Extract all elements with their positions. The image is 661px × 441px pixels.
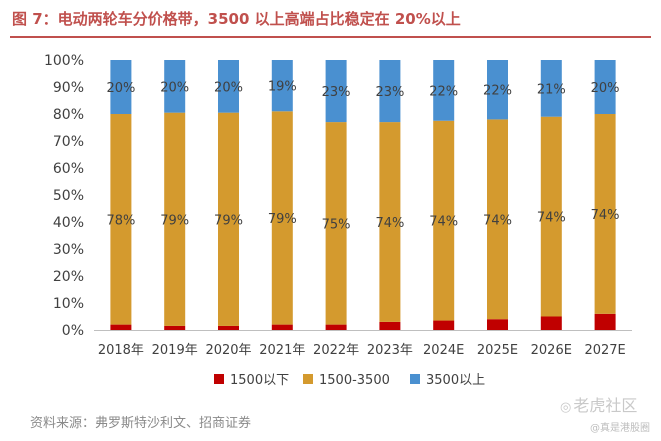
title-divider [10, 36, 651, 38]
x-tick-label: 2024E [423, 343, 464, 358]
data-label: 74% [591, 208, 620, 223]
bar-segment [110, 60, 132, 114]
bar-segment [218, 60, 239, 113]
bar-segment [540, 60, 562, 117]
x-tick-label: 2020年 [205, 343, 251, 358]
bar-segment [379, 321, 401, 330]
bar-segment [379, 122, 401, 322]
legend-swatch [410, 374, 420, 384]
y-axis: 0% 10% 20% 30% 40% 50% 60% 70% 80% 90% 100% [44, 53, 84, 339]
y-tick-label: 10% [53, 296, 84, 312]
bar-segment [325, 122, 347, 325]
data-label: 74% [375, 216, 404, 231]
bar-segment [271, 111, 293, 325]
bar-segment [433, 60, 455, 121]
legend-label: 1500-3500 [319, 373, 390, 388]
legend-label: 1500以下 [230, 373, 289, 388]
data-label: 74% [483, 213, 512, 228]
data-label: 74% [429, 215, 458, 230]
data-label: 23% [375, 85, 404, 100]
data-label: 22% [429, 84, 458, 99]
bar-segment [110, 114, 132, 325]
y-tick-label: 60% [53, 161, 84, 177]
bar-segment [325, 60, 347, 123]
bar-segment [218, 325, 239, 330]
x-tick-label: 2021年 [259, 343, 305, 358]
data-label: 20% [106, 81, 135, 96]
legend: 1500以下 1500-3500 3500以上 [214, 373, 485, 388]
x-axis: 2018年 2019年 2020年 2021年 2022年 2023年 2024E 2025E… [94, 330, 632, 358]
data-label: 19% [268, 80, 297, 95]
data-label: 79% [160, 213, 189, 228]
y-tick-label: 100% [44, 53, 84, 69]
bar-segment [433, 320, 455, 330]
bar-segment [487, 119, 508, 320]
x-tick-label: 2019年 [152, 343, 198, 358]
tiger-icon: ◎ [560, 400, 572, 415]
data-label: 23% [322, 85, 351, 100]
bar-segment [271, 60, 293, 112]
y-tick-label: 40% [53, 215, 84, 231]
bar-segment [594, 60, 616, 114]
x-tick-label: 2027E [584, 343, 625, 358]
bar-segment [164, 112, 186, 326]
data-label: 20% [214, 80, 243, 95]
bar-segment [540, 116, 562, 317]
data-label: 74% [537, 211, 566, 226]
bar-segment [218, 112, 239, 326]
bar-segment [540, 316, 562, 330]
bar-segment [594, 114, 616, 314]
x-tick-label: 2022年 [313, 343, 359, 358]
legend-swatch [303, 374, 313, 384]
y-tick-label: 30% [53, 242, 84, 258]
chart-title: 图 7：电动两轮车分价格带，3500 以上高端占比稳定在 20%以上 [12, 10, 461, 28]
watermark: ◎ 老虎社区 [560, 392, 637, 416]
x-tick-label: 2026E [531, 343, 572, 358]
x-tick-label: 2018年 [98, 343, 144, 358]
bar-segment [487, 60, 508, 120]
y-tick-label: 20% [53, 269, 84, 285]
watermark-main-text: 老虎社区 [573, 396, 638, 415]
data-label: 20% [591, 81, 620, 96]
watermark-sub: @真是港股圈 [590, 423, 650, 434]
bar-segment [594, 313, 616, 330]
legend-swatch [214, 374, 224, 384]
data-label: 21% [537, 82, 566, 97]
data-label: 78% [106, 213, 135, 228]
bar-segment [433, 120, 455, 321]
bar-series [110, 60, 616, 330]
y-tick-label: 90% [53, 80, 84, 96]
x-tick-label: 2025E [477, 343, 518, 358]
source-note: 资料来源：弗罗斯特沙利文、招商证券 [30, 416, 252, 431]
y-tick-label: 50% [53, 188, 84, 204]
bar-segment [379, 60, 401, 123]
x-tick-label: 2023年 [367, 343, 413, 358]
bar-segment [110, 324, 132, 330]
bar-segment [164, 60, 186, 113]
bar-segment [164, 325, 186, 330]
y-tick-label: 70% [53, 134, 84, 150]
data-label: 20% [160, 80, 189, 95]
legend-label: 3500以上 [426, 373, 485, 388]
bar-segment [487, 319, 508, 330]
data-labels: 78% 20% 79% 20% 79% 20% 79% 19% 75% 23% 74% 23% 74% 2… [106, 80, 619, 233]
data-label: 22% [483, 84, 512, 99]
data-label: 75% [322, 217, 351, 232]
data-label: 79% [268, 212, 297, 227]
data-label: 79% [214, 213, 243, 228]
bar-segment [325, 324, 347, 330]
bar-segment [271, 324, 293, 330]
y-tick-label: 80% [53, 107, 84, 123]
y-tick-label: 0% [62, 323, 84, 339]
